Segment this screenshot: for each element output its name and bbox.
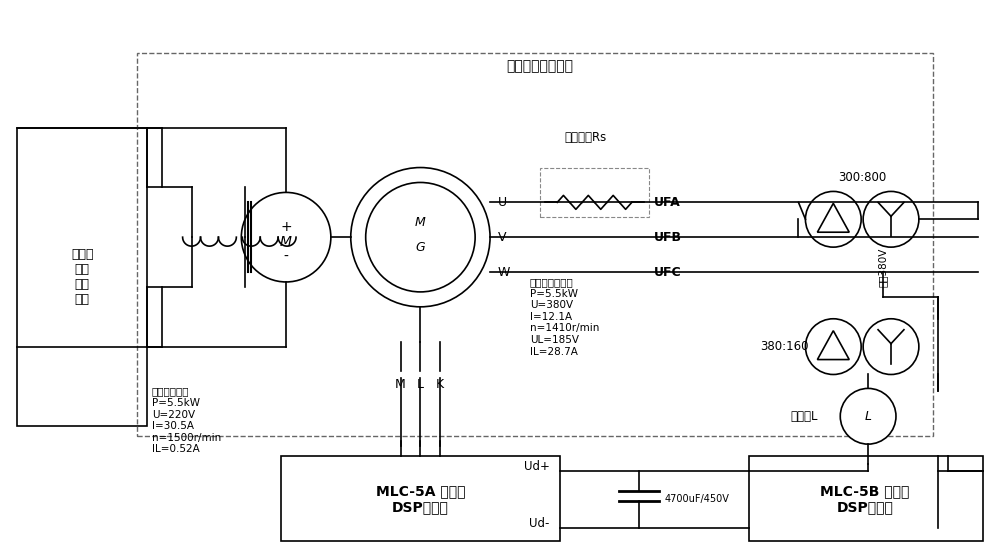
Bar [17,128,147,426]
Text: 4700uF/450V: 4700uF/450V [664,494,729,504]
Text: L: L [865,410,872,423]
Circle shape [805,191,861,247]
Text: -: - [284,250,289,264]
Text: 它励380V: 它励380V [878,247,888,287]
Text: M: M [280,235,292,249]
Text: 他励直流电机
P=5.5kW
U=220V
I=30.5A
n=1500r/min
IL=0.52A: 他励直流电机 P=5.5kW U=220V I=30.5A n=1500r/mi… [152,386,221,455]
Bar [281,456,560,540]
Text: M: M [415,216,426,229]
Text: 380:160: 380:160 [760,340,808,353]
Text: 风力机
特性
模拟
装置: 风力机 特性 模拟 装置 [71,248,93,306]
Circle shape [863,319,919,375]
Text: 300:800: 300:800 [838,171,886,184]
Text: 交流励磁发电机
P=5.5kW
U=380V
I=12.1A
n=1410r/min
UL=185V
IL=28.7A: 交流励磁发电机 P=5.5kW U=380V I=12.1A n=1410r/m… [530,277,599,357]
Bar [137,53,933,436]
Text: UFA: UFA [654,196,681,209]
Text: G: G [416,241,425,254]
Text: V: V [498,231,507,243]
Circle shape [863,191,919,247]
Text: 双馈风力发电机组: 双馈风力发电机组 [506,59,573,73]
Text: Ud+: Ud+ [524,459,550,473]
Text: MLC-5B 电网侧
DSP控制器: MLC-5B 电网侧 DSP控制器 [820,484,910,514]
Bar [540,167,649,217]
Text: MLC-5A 转子侧
DSP控制器: MLC-5A 转子侧 DSP控制器 [376,484,465,514]
Text: L: L [417,379,424,392]
Circle shape [805,319,861,375]
Text: 电抗器L: 电抗器L [791,410,818,423]
Circle shape [351,167,490,307]
Circle shape [241,193,331,282]
Text: UFC: UFC [654,265,682,278]
Text: W: W [498,265,510,278]
Text: M: M [395,379,406,392]
Text: Ud-: Ud- [529,517,550,530]
Bar [749,456,983,540]
Circle shape [366,183,475,292]
Text: UFB: UFB [654,231,682,243]
Text: U: U [498,196,507,209]
Text: +: + [280,220,292,234]
Text: K: K [436,379,444,392]
Circle shape [840,388,896,444]
Text: 故障电阻Rs: 故障电阻Rs [565,131,607,144]
